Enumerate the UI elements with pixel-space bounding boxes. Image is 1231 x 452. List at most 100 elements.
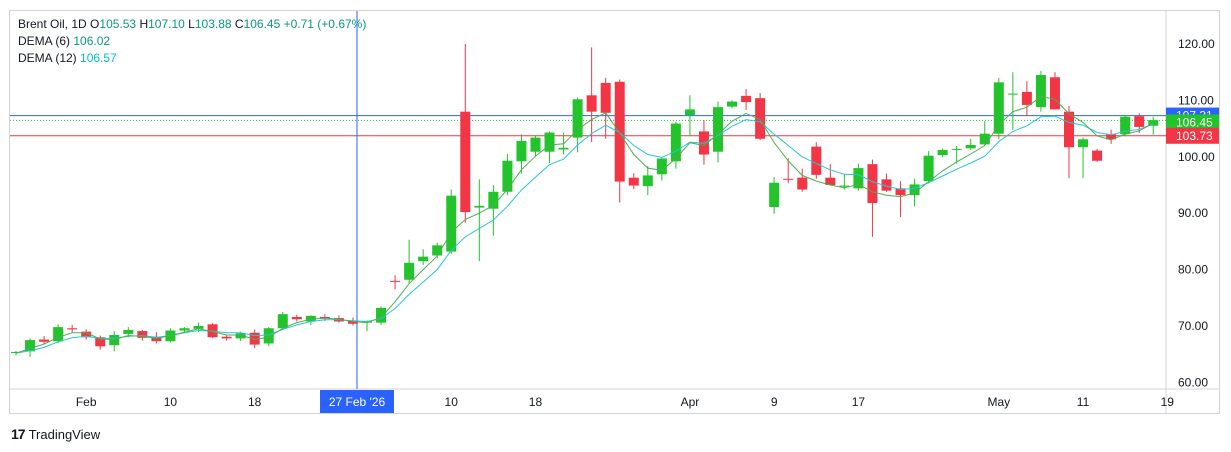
- candle-body[interactable]: [291, 316, 302, 320]
- candle-body[interactable]: [418, 256, 429, 262]
- candle-body[interactable]: [853, 168, 864, 189]
- candle-body[interactable]: [839, 185, 850, 187]
- candle-body[interactable]: [460, 111, 471, 213]
- candle-body[interactable]: [769, 182, 780, 207]
- open-label: O: [90, 17, 100, 31]
- candle-body[interactable]: [979, 133, 990, 145]
- candle-body[interactable]: [488, 191, 499, 209]
- candle-body[interactable]: [516, 141, 527, 162]
- candle-body[interactable]: [25, 340, 36, 352]
- tradingview-logo-icon: 17: [11, 426, 26, 442]
- dema6-row[interactable]: DEMA (6) 106.02: [18, 33, 366, 50]
- candle-body[interactable]: [1106, 134, 1117, 140]
- candle-body[interactable]: [1049, 77, 1060, 110]
- candle-body[interactable]: [347, 320, 358, 324]
- candle-body[interactable]: [670, 123, 681, 162]
- candle-body[interactable]: [221, 336, 232, 339]
- candle-body[interactable]: [881, 179, 892, 191]
- candle-body[interactable]: [965, 144, 976, 149]
- x-tick-label: 10: [164, 395, 178, 409]
- candle-body[interactable]: [727, 101, 738, 107]
- candle-body[interactable]: [53, 327, 64, 342]
- crosshair-date-badge: [320, 390, 394, 413]
- dema6-value: 106.02: [73, 34, 111, 48]
- candle-body[interactable]: [11, 351, 21, 354]
- candle-body[interactable]: [558, 147, 569, 150]
- candle-body[interactable]: [376, 307, 387, 323]
- x-tick-label: 18: [248, 395, 262, 409]
- candle-body[interactable]: [544, 132, 555, 152]
- candle-body[interactable]: [783, 178, 794, 180]
- candle-body[interactable]: [993, 82, 1004, 134]
- candle-body[interactable]: [656, 158, 667, 175]
- candle-body[interactable]: [586, 95, 597, 112]
- candle-body[interactable]: [179, 328, 190, 331]
- candle-body[interactable]: [572, 99, 583, 138]
- candle-body[interactable]: [474, 205, 485, 208]
- candle-body[interactable]: [39, 339, 50, 342]
- x-tick-label: 18: [529, 395, 543, 409]
- x-tick-label: Feb: [76, 395, 97, 409]
- candle-body[interactable]: [263, 328, 274, 344]
- candlestick-chart[interactable]: 120.00 110.00 100.00 90.00 80.00 70.00 60.00 Fe…: [10, 11, 1219, 413]
- candle-body[interactable]: [713, 107, 723, 152]
- candle-body[interactable]: [305, 315, 316, 322]
- candle-body[interactable]: [151, 336, 162, 342]
- x-tick-label: 11: [1077, 395, 1090, 409]
- chart-frame[interactable]: 120.00 110.00 100.00 90.00 80.00 70.00 60.00 Fe…: [9, 10, 1220, 414]
- candle-body[interactable]: [755, 98, 766, 139]
- candle-body[interactable]: [137, 331, 148, 338]
- candle-body[interactable]: [741, 95, 752, 103]
- candle-body[interactable]: [277, 314, 288, 329]
- high-value: 107.10: [148, 17, 185, 31]
- dema12-row[interactable]: DEMA (12) 106.57: [18, 50, 366, 67]
- candle-body[interactable]: [1007, 93, 1018, 95]
- candle-body[interactable]: [1092, 150, 1103, 161]
- candle-body[interactable]: [642, 175, 653, 187]
- candle-body[interactable]: [1134, 116, 1145, 127]
- candle-body[interactable]: [235, 333, 246, 339]
- candle-body[interactable]: [502, 160, 513, 192]
- candle-body[interactable]: [81, 331, 92, 338]
- candle-body[interactable]: [446, 195, 457, 252]
- dema12-value: 106.57: [80, 51, 117, 65]
- candle-body[interactable]: [1064, 111, 1074, 148]
- candle-body[interactable]: [909, 184, 920, 196]
- candle-body[interactable]: [867, 164, 878, 204]
- candle-body[interactable]: [1021, 91, 1032, 105]
- brand-text: TradingView: [28, 426, 101, 442]
- candle-body[interactable]: [123, 329, 134, 334]
- candle-body[interactable]: [811, 146, 822, 175]
- candle-body[interactable]: [951, 148, 962, 150]
- candle-body[interactable]: [95, 337, 106, 347]
- candle-body[interactable]: [923, 155, 934, 182]
- candle-body[interactable]: [895, 188, 906, 196]
- candle-body[interactable]: [109, 335, 120, 346]
- candle-body[interactable]: [600, 82, 611, 113]
- candle-body[interactable]: [193, 326, 204, 329]
- footer-brand[interactable]: 17 TradingView: [11, 426, 100, 442]
- candle-body[interactable]: [67, 328, 78, 330]
- candle-body[interactable]: [684, 109, 695, 116]
- candle-body[interactable]: [404, 262, 415, 280]
- candle-body[interactable]: [530, 137, 541, 152]
- candle-body[interactable]: [432, 245, 443, 256]
- ohlc-row: Brent Oil, 1D O105.53 H107.10 L103.88 C1…: [18, 16, 366, 33]
- dema12-line: [15, 115, 1154, 354]
- price-label-badge: [1166, 114, 1219, 131]
- candle-body[interactable]: [1120, 116, 1131, 135]
- candle-body[interactable]: [797, 177, 808, 190]
- candle-body[interactable]: [362, 321, 372, 323]
- candle-body[interactable]: [937, 150, 948, 156]
- candle-body[interactable]: [1035, 75, 1046, 108]
- candle-body[interactable]: [628, 177, 639, 186]
- candle-body[interactable]: [825, 177, 836, 185]
- candle-body[interactable]: [249, 332, 260, 345]
- candle-body[interactable]: [390, 280, 401, 282]
- candle-body[interactable]: [1148, 120, 1159, 126]
- candle-body[interactable]: [1078, 139, 1089, 148]
- high-label: H: [139, 17, 149, 31]
- close-label: C: [234, 17, 244, 31]
- candle-body[interactable]: [614, 81, 625, 182]
- y-tick-label: 120.00: [1178, 37, 1215, 51]
